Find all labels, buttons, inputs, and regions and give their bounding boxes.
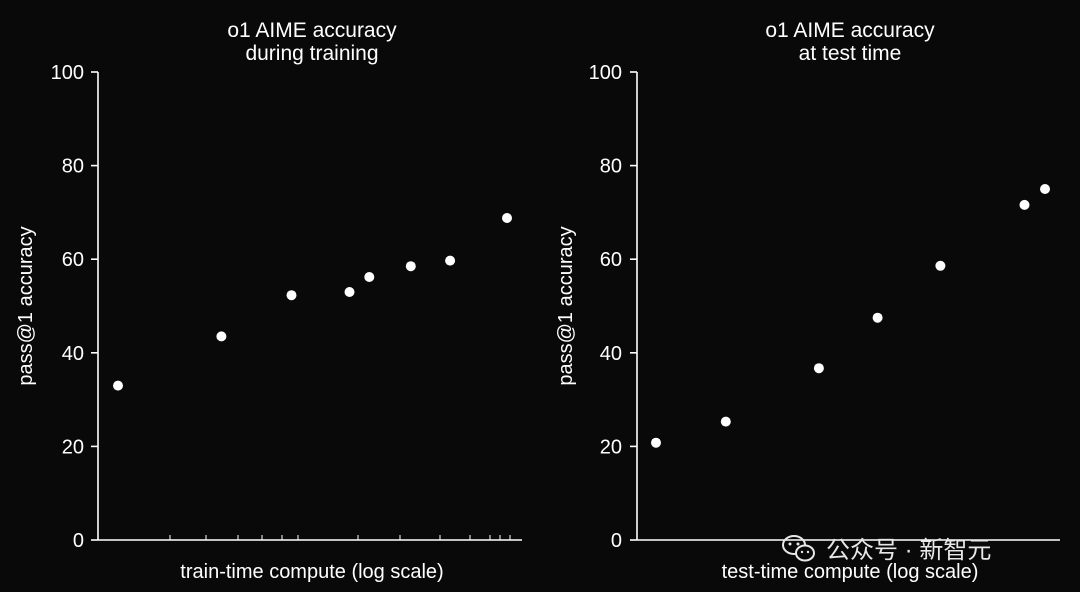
y-tick-label: 40: [62, 343, 84, 365]
y-axis-ticks: 0 20 40 60 80 100: [589, 62, 637, 552]
y-tick-label: 20: [62, 436, 84, 458]
data-point: [651, 437, 661, 448]
y-tick-label: 60: [62, 249, 84, 271]
watermark-text: 公众号 · 新智元: [826, 537, 991, 564]
wechat-icon: [782, 535, 815, 562]
data-point: [872, 312, 883, 323]
data-point: [720, 416, 731, 427]
y-axis-label: pass@1 accuracy: [555, 226, 577, 385]
data-points: [113, 213, 512, 391]
chart-test-time: o1 AIME accuracy at test time pass@1 acc…: [555, 19, 1060, 583]
chart-title-line-2: at test time: [799, 42, 902, 65]
y-tick-label: 100: [51, 62, 84, 84]
data-point: [216, 331, 227, 342]
data-points: [651, 184, 1050, 448]
y-tick-label: 100: [589, 62, 622, 84]
data-point: [364, 272, 375, 282]
data-point: [445, 255, 456, 266]
y-axis-label: pass@1 accuracy: [15, 226, 37, 385]
data-point: [113, 380, 123, 391]
x-axis-minor-ticks: [169, 535, 511, 540]
data-point: [405, 261, 416, 272]
chart-title-line-1: o1 AIME accuracy: [765, 19, 935, 42]
y-tick-label: 40: [600, 343, 622, 365]
y-axis-ticks: 0 20 40 60 80 100: [51, 62, 98, 552]
watermark: 公众号 · 新智元: [782, 535, 991, 564]
y-tick-label: 60: [600, 249, 622, 271]
data-point: [502, 213, 512, 223]
y-tick-label: 20: [600, 436, 622, 458]
data-point: [1040, 184, 1050, 194]
x-axis-label: train-time compute (log scale): [180, 561, 443, 583]
x-axis-label: test-time compute (log scale): [722, 561, 979, 583]
chart-title-line-2: during training: [245, 42, 378, 65]
chart-title-line-1: o1 AIME accuracy: [227, 19, 397, 42]
data-point: [344, 287, 355, 297]
data-point: [1019, 199, 1030, 210]
y-tick-label: 0: [73, 530, 84, 552]
data-point: [286, 290, 297, 301]
y-tick-label: 0: [611, 530, 622, 552]
data-point: [935, 260, 946, 271]
chart-training: o1 AIME accuracy during training pass@1 …: [15, 19, 522, 583]
y-tick-label: 80: [62, 156, 84, 178]
data-point: [813, 363, 824, 374]
y-tick-label: 80: [600, 156, 622, 178]
